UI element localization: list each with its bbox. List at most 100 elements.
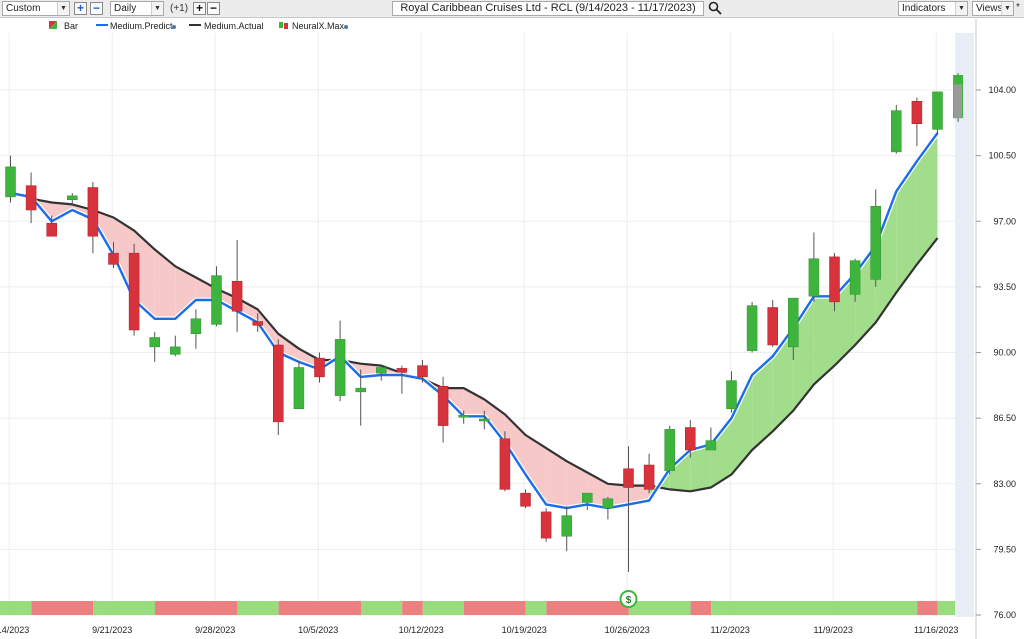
y-tick-label: 79.50 [993, 544, 1016, 554]
signal-band-segment [278, 601, 361, 615]
signal-band-segment [711, 601, 918, 615]
legend: Bar Medium.Predict Medium.Actual NeuralX… [49, 21, 348, 31]
candle-down[interactable] [829, 256, 840, 303]
signal-band-segment [155, 601, 238, 615]
signal-band-segment [937, 601, 955, 615]
price-chart[interactable]: $ 104.00 100.50 97.00 93.50 90.00 86.50 83.00 7… [0, 19, 1024, 639]
candle-down[interactable] [231, 281, 243, 312]
candle-down[interactable] [499, 438, 511, 490]
signal-band-segment [31, 601, 94, 615]
candle-up[interactable] [334, 339, 346, 396]
candle-up[interactable] [746, 305, 758, 351]
candle-up[interactable] [891, 110, 902, 153]
period-select[interactable]: Daily ▼ [110, 1, 164, 16]
candle-down[interactable] [396, 368, 408, 373]
candle-up[interactable] [664, 429, 675, 471]
search-icon[interactable] [708, 1, 722, 15]
candle-down[interactable] [437, 386, 449, 426]
candle-down[interactable] [643, 464, 655, 490]
candle-up[interactable] [5, 166, 16, 198]
candle-up[interactable] [561, 515, 572, 537]
chevron-down-icon[interactable]: ▼ [955, 2, 967, 15]
candle-down[interactable] [128, 252, 140, 331]
candle-up[interactable] [479, 418, 490, 422]
candle-up[interactable] [149, 337, 160, 348]
fill-segment [278, 333, 299, 362]
settings-dot-icon[interactable] [344, 25, 348, 29]
candle-down[interactable] [540, 511, 552, 539]
candle-up[interactable] [211, 275, 222, 325]
candle-down[interactable] [623, 468, 634, 488]
fill-segment [546, 448, 567, 509]
y-tick-label: 83.00 [993, 479, 1016, 489]
candle-up[interactable] [458, 415, 469, 418]
dividend-marker[interactable]: $ [619, 590, 638, 608]
remove-bar-button[interactable]: − [207, 2, 220, 15]
candle-down[interactable] [685, 427, 696, 451]
chevron-down-icon[interactable]: ▼ [151, 2, 163, 15]
fill-segment [175, 266, 196, 319]
candle-down[interactable] [87, 187, 99, 237]
signal-band-segment [917, 601, 938, 615]
dividend-marker-label: $ [626, 595, 632, 606]
candle-up[interactable] [726, 380, 737, 409]
candle-up[interactable] [67, 195, 78, 200]
settings-dot-icon[interactable] [172, 25, 176, 29]
candle-up[interactable] [849, 260, 861, 295]
symbol-title-field[interactable]: Royal Caribbean Cruises Ltd - RCL (9/14/… [392, 1, 704, 16]
candle-up[interactable] [870, 206, 881, 280]
dividend-marker-icon[interactable] [619, 590, 638, 608]
legend-item-predict[interactable]: Medium.Predict [96, 21, 176, 31]
candle-down[interactable] [314, 357, 325, 378]
views-select[interactable]: Views ▼ [972, 1, 1014, 16]
period-select-value: Daily [114, 3, 137, 14]
candle-down[interactable] [46, 222, 57, 237]
chevron-down-icon[interactable]: ▼ [1001, 2, 1013, 15]
candle-down[interactable] [911, 101, 923, 124]
x-tick-label: 9/21/2023 [92, 625, 132, 635]
candle-down[interactable] [25, 185, 37, 211]
candle-up[interactable] [808, 258, 820, 297]
zoom-out-button[interactable]: − [90, 2, 103, 15]
candle-up[interactable] [582, 492, 593, 503]
candle-up[interactable] [355, 387, 366, 393]
fill-segment [772, 328, 794, 432]
signal-band-segment [0, 601, 32, 615]
candle-up[interactable] [293, 367, 305, 409]
candle-up[interactable] [932, 91, 943, 130]
candle-down[interactable] [520, 492, 531, 507]
offset-label: (+1) [170, 3, 189, 14]
y-tick-label: 86.50 [993, 413, 1016, 423]
indicators-select[interactable]: Indicators ▼ [898, 1, 968, 16]
layout-select[interactable]: Custom ▼ [2, 1, 70, 16]
signal-band-segment [525, 601, 547, 615]
legend-item-neuralx[interactable]: NeuralX.Max [279, 21, 348, 31]
neuralx-legend-icon-down [284, 23, 288, 29]
y-tick-label: 90.00 [993, 348, 1016, 358]
x-tick-label: 10/19/2023 [502, 625, 547, 635]
candle-down[interactable] [108, 252, 119, 265]
chevron-down-icon[interactable]: ▼ [57, 2, 69, 15]
candle-up[interactable] [788, 297, 799, 348]
signal-band-segment [628, 601, 691, 615]
candle-down[interactable] [252, 321, 263, 326]
fill-segment [669, 450, 691, 492]
legend-item-bar[interactable]: Bar [49, 21, 78, 31]
add-bar-button[interactable]: + [193, 2, 206, 15]
legend-item-actual[interactable]: Medium.Actual [189, 21, 264, 31]
zoom-in-button[interactable]: + [74, 2, 87, 15]
signal-band-segment [237, 601, 279, 615]
series-lines [10, 131, 940, 511]
candle-up[interactable] [705, 440, 717, 451]
candle-up[interactable] [190, 318, 202, 334]
y-tick-label: 76.00 [993, 610, 1016, 620]
forecast-candle-gray [954, 84, 963, 119]
candle-up[interactable] [602, 498, 614, 509]
signal-band-segment [402, 601, 423, 615]
candle-down[interactable] [417, 365, 428, 378]
candle-up[interactable] [170, 346, 181, 355]
candle-down[interactable] [273, 344, 284, 423]
y-tick-label: 97.00 [993, 216, 1016, 226]
candle-down[interactable] [767, 307, 778, 346]
candle-up[interactable] [376, 367, 387, 374]
